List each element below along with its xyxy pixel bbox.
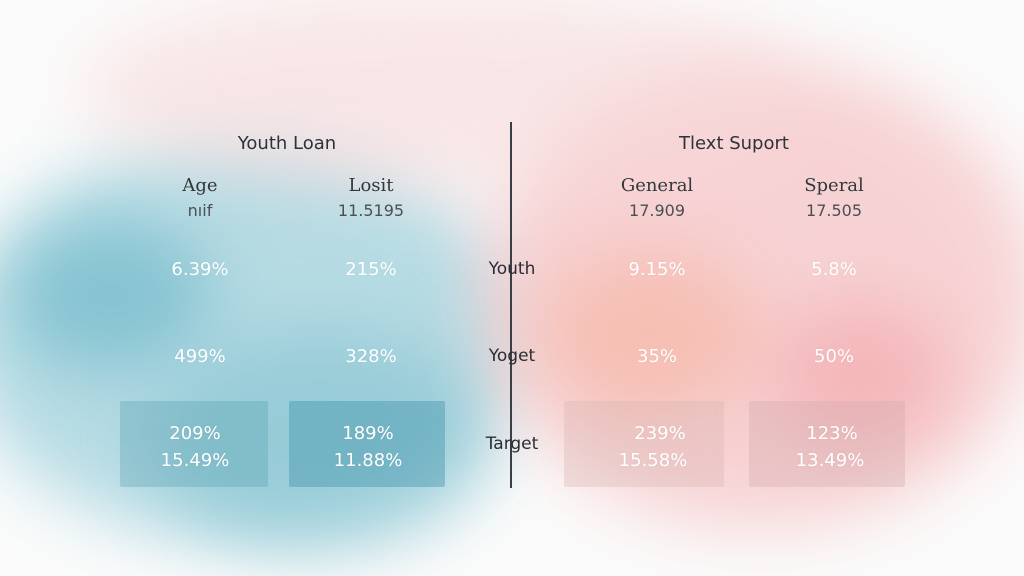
pink-wash-top <box>80 0 800 190</box>
cell-value: 50% <box>813 346 855 367</box>
row-label: Youth <box>488 259 536 279</box>
cell-box <box>289 401 445 487</box>
cell-value: 328% <box>345 346 397 367</box>
column-heading: Losit <box>348 175 394 196</box>
column-heading: Speral <box>804 175 864 196</box>
column-subheading: 11.5195 <box>337 201 405 220</box>
column-subheading: 17.909 <box>629 201 685 220</box>
cell-box <box>564 401 724 487</box>
cell-value: 13.49% <box>795 450 865 471</box>
cell-value: 11.88% <box>333 450 403 471</box>
cell-box <box>749 401 905 487</box>
column-heading: General <box>620 175 694 196</box>
row-label: Yoget <box>488 346 536 366</box>
right-panel-title: Tlext Suport <box>679 133 789 154</box>
teal-wash-lower <box>150 330 490 550</box>
cell-box <box>120 401 268 487</box>
peach-wash <box>540 250 760 420</box>
rose-wash <box>770 300 950 450</box>
center-divider <box>510 122 512 488</box>
cell-value: 15.49% <box>160 450 230 471</box>
teal-wash-deep <box>10 220 210 370</box>
cell-value: 499% <box>174 346 226 367</box>
column-subheading: nıif <box>187 201 213 220</box>
cell-value: 123% <box>806 423 858 444</box>
cell-value: 239% <box>634 423 686 444</box>
row-label: Target <box>485 434 539 454</box>
cell-value: 9.15% <box>628 259 686 280</box>
cell-value: 189% <box>342 423 394 444</box>
cell-value: 215% <box>345 259 397 280</box>
column-heading: Age <box>182 175 218 196</box>
cell-value: 209% <box>169 423 221 444</box>
cell-value: 35% <box>636 346 678 367</box>
cell-value: 15.58% <box>618 450 688 471</box>
cell-value: 6.39% <box>171 259 229 280</box>
column-subheading: 17.505 <box>806 201 862 220</box>
left-panel-title: Youth Loan <box>237 133 337 154</box>
cell-value: 5.8% <box>811 259 857 280</box>
